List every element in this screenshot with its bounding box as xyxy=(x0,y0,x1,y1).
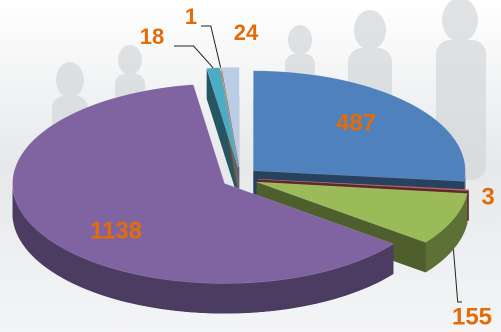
pie xyxy=(12,66,470,314)
slice-edge xyxy=(206,68,238,198)
slice xyxy=(253,70,466,182)
leader-line xyxy=(201,25,222,68)
slice-side xyxy=(12,183,394,314)
slice xyxy=(257,178,470,191)
slice xyxy=(206,67,239,168)
data-label: 3 xyxy=(481,183,494,210)
data-label: 18 xyxy=(140,24,164,49)
slice-side xyxy=(425,193,468,273)
leader-line xyxy=(174,45,214,69)
data-label: 1 xyxy=(185,4,197,29)
data-label: 487 xyxy=(336,109,376,136)
slice xyxy=(221,66,240,168)
data-label: 1138 xyxy=(90,217,142,244)
data-label: 24 xyxy=(234,20,259,45)
slice xyxy=(12,84,395,284)
slice xyxy=(256,181,468,243)
leader-line xyxy=(452,249,462,303)
data-label: 155 xyxy=(452,303,492,330)
